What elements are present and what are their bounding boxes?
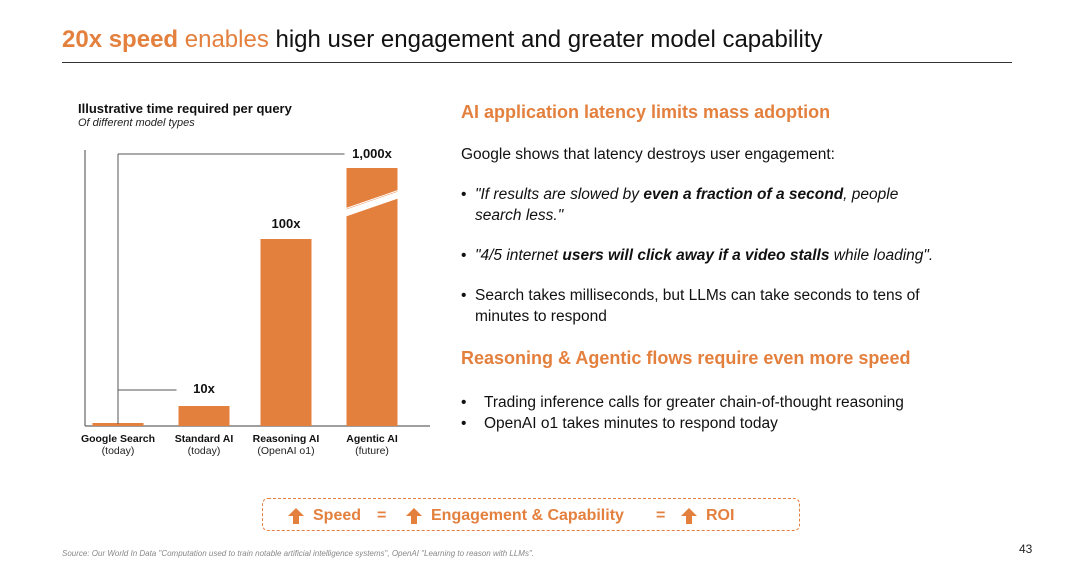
bullet-dot: • xyxy=(461,414,467,432)
bullet2-a: "4/5 internet xyxy=(475,247,563,264)
bullet-dot: • xyxy=(461,394,467,411)
formula-equals: = xyxy=(377,507,387,524)
bullet1-a: "If results are slowed by xyxy=(475,186,644,203)
bullet-text: OpenAI o1 takes minutes to respond today xyxy=(484,414,778,432)
bullet1-b: even a fraction of a second xyxy=(643,186,844,203)
bullet-dot: • xyxy=(461,247,467,264)
formula-box: Speed = Engagement & Capability = ROI xyxy=(262,498,800,531)
formula-speed-label: Speed xyxy=(313,506,362,524)
bar-google-search xyxy=(92,423,144,426)
bullet-list-item: • Search takes milliseconds, but LLMs ca… xyxy=(461,286,1001,327)
slide-title: 20x speed enables high user engagement a… xyxy=(62,26,823,54)
bullet2-c: while loading". xyxy=(829,247,934,264)
up-arrow-icon xyxy=(406,507,422,524)
list-item: • Trading inference calls for greater ch… xyxy=(461,393,904,414)
formula-engagement: Engagement & Capability xyxy=(405,499,624,532)
bullet3-line2: minutes to respond xyxy=(475,307,607,325)
up-arrow-icon xyxy=(288,507,304,524)
chart-title: Illustrative time required per query xyxy=(78,101,292,116)
data-label: 1,000x xyxy=(352,146,393,161)
title-enables: enables xyxy=(178,26,269,53)
category-sublabel: (today) xyxy=(102,445,135,457)
data-label: 100x xyxy=(272,216,302,231)
list-item: • OpenAI o1 takes minutes to respond tod… xyxy=(461,414,904,435)
bullet-list-reasoning: • Trading inference calls for greater ch… xyxy=(461,393,904,434)
formula-roi: ROI xyxy=(680,499,734,532)
page-number: 43 xyxy=(1019,542,1033,556)
category-sublabel: (future) xyxy=(355,445,389,457)
title-speed: 20x speed xyxy=(62,26,179,53)
bullet-list-item: • "4/5 internet users will click away if… xyxy=(461,246,1001,267)
category-label: Standard AI xyxy=(175,433,234,445)
heading-reasoning: Reasoning & Agentic flows require even m… xyxy=(461,348,911,368)
formula-speed: Speed xyxy=(287,499,361,532)
bullet1-c: , people xyxy=(843,186,899,203)
category-label: Agentic AI xyxy=(346,433,398,445)
formula-roi-label: ROI xyxy=(706,506,735,524)
intro-text: Google shows that latency destroys user … xyxy=(461,146,835,163)
category-label: Google Search xyxy=(81,433,155,445)
category-sublabel: (today) xyxy=(188,445,221,457)
axis-break-mark xyxy=(344,191,400,217)
source-note: Source: Our World In Data "Computation u… xyxy=(62,549,535,558)
heading-latency: AI application latency limits mass adopt… xyxy=(461,102,831,122)
bullet-dot: • xyxy=(461,186,467,203)
formula-engagement-label: Engagement & Capability xyxy=(431,506,624,524)
axis-break-mark xyxy=(344,189,400,210)
up-arrow-icon xyxy=(681,507,697,524)
bullet-list-item: • "If results are slowed by even a fract… xyxy=(461,185,1001,226)
category-sublabel: (OpenAI o1) xyxy=(257,445,314,457)
bullet3-line1: Search takes milliseconds, but LLMs can … xyxy=(475,287,920,304)
bullet1-d: search less." xyxy=(475,206,564,224)
title-rest: high user engagement and greater model c… xyxy=(268,26,823,53)
bar-standard-ai xyxy=(178,406,230,426)
bullet2-b: users will click away if a video stalls xyxy=(562,247,830,264)
formula-equals: = xyxy=(656,507,666,524)
bullet-dot: • xyxy=(461,287,467,304)
bullet-text: Trading inference calls for greater chai… xyxy=(484,394,904,411)
data-label: 10x xyxy=(193,381,215,396)
category-label: Reasoning AI xyxy=(253,433,320,445)
title-divider xyxy=(62,62,1012,63)
bar-reasoning-ai xyxy=(260,239,312,426)
chart-subtitle: Of different model types xyxy=(78,117,195,129)
